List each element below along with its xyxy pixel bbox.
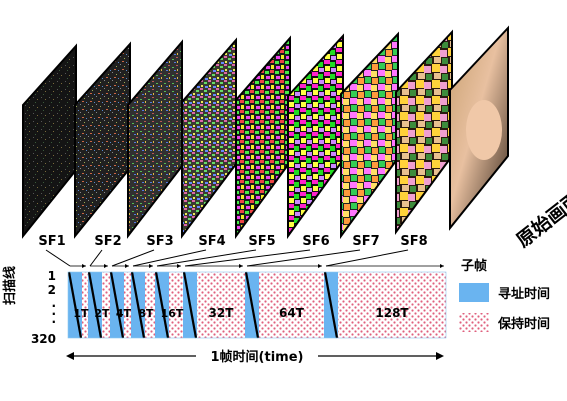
connector-4 (132, 249, 207, 267)
connector-1 (45, 249, 71, 267)
subfield-label-2: SF2 (94, 234, 121, 249)
subfield-label-4: SF4 (198, 234, 225, 249)
arrow-right-icon (104, 264, 108, 268)
subfield-label-1: SF1 (38, 234, 65, 249)
address-scan-line-4 (130, 271, 146, 339)
connector-7 (246, 249, 361, 267)
subfield-frame-8 (395, 29, 453, 236)
address-scan-line-8 (323, 271, 339, 339)
arrow-right-icon (436, 352, 444, 360)
arrow-right-icon (318, 264, 322, 268)
legend: 子帧 寻址时间 保持时间 (459, 258, 550, 332)
address-scan-line-1 (67, 271, 83, 339)
arrow-left-icon (66, 352, 74, 360)
hold-label-16T: 16T (161, 307, 184, 320)
hold-label-4T: 4T (116, 307, 132, 320)
subfield-labels: SF1 SF2 SF3 SF4 SF5 SF6 SF7 SF8 (38, 234, 427, 249)
hold-period-1 (82, 272, 88, 338)
address-scan-line-5 (154, 271, 170, 339)
subfield-label-6: SF6 (302, 234, 329, 249)
subfield-frames (22, 25, 509, 240)
original-image-face (466, 100, 502, 160)
hold-period-4 (145, 272, 155, 338)
row-label-4: · (51, 307, 56, 321)
subfield-label-3: SF3 (146, 234, 173, 249)
legend-hold-label: 保持时间 (497, 316, 550, 332)
subfield-frame-7 (340, 31, 399, 240)
scan-line-axis-label: 扫描线 (2, 266, 18, 305)
legend-address-label: 寻址时间 (498, 286, 550, 302)
row-label-6: 320 (31, 332, 56, 346)
hold-period-7 (259, 272, 324, 338)
connector-2 (89, 249, 103, 267)
hold-label-8T: 8T (138, 307, 154, 320)
subfield-frame-1 (22, 43, 77, 239)
time-axis: 1帧时间(time) (66, 347, 444, 365)
row-label-3: · (51, 299, 56, 313)
row-label-5: · (51, 315, 56, 329)
arrow-right-icon (239, 264, 243, 268)
timing-chart: 1T 2T 4T 8T 16T 32T 64T 128T (67, 271, 447, 339)
connector-8 (325, 249, 409, 267)
subfield-frame-4 (181, 37, 237, 239)
arrow-right-icon (149, 264, 153, 268)
connector-3 (111, 249, 155, 267)
arrow-right-icon (440, 264, 444, 268)
hold-label-1T: 1T (73, 307, 89, 320)
connector-5 (156, 249, 257, 267)
hold-label-2T: 2T (94, 307, 110, 320)
address-scan-line-3 (109, 271, 125, 339)
arrow-right-icon (125, 264, 129, 268)
subfield-label-7: SF7 (352, 234, 379, 249)
subfield-frame-6 (287, 33, 344, 240)
legend-hold-swatch (459, 313, 489, 332)
legend-title: 子帧 (461, 258, 487, 274)
hold-label-32T: 32T (209, 306, 235, 320)
row-label-2: 2 (48, 283, 56, 297)
address-scan-line-2 (87, 271, 103, 339)
address-scan-line-6 (182, 271, 198, 339)
subfield-frame-2 (74, 41, 131, 239)
connector-6 (184, 249, 311, 267)
legend-address-swatch (459, 283, 489, 302)
subfield-frame-5 (235, 35, 291, 240)
row-labels: 12···320 (31, 269, 56, 346)
time-axis-label: 1帧时间(time) (211, 349, 304, 365)
hold-period-8 (338, 272, 446, 338)
hold-period-3 (124, 272, 131, 338)
timing-frame-border (67, 271, 447, 339)
arrow-right-icon (82, 264, 86, 268)
hold-period-2 (102, 272, 110, 338)
row-label-1: 1 (48, 269, 56, 283)
hold-period-5 (169, 272, 183, 338)
subfield-label-5: SF5 (248, 234, 275, 249)
subfield-frame-3 (127, 39, 183, 239)
hold-label-128T: 128T (375, 306, 409, 320)
address-scan-line-7 (244, 271, 260, 339)
hold-label-64T: 64T (279, 306, 305, 320)
arrow-right-icon (177, 264, 181, 268)
subfield-label-8: SF8 (400, 234, 427, 249)
original-image-label: 原始画面 (512, 187, 567, 252)
connector-lines (45, 249, 444, 268)
hold-period-6 (197, 272, 245, 338)
